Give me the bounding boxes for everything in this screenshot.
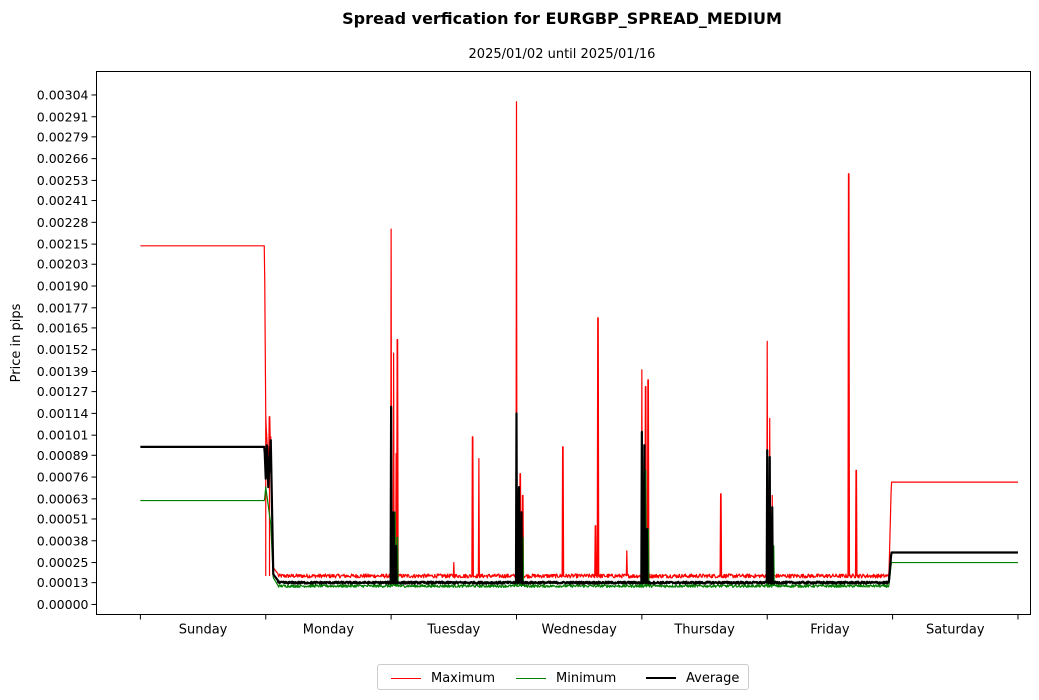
chart-title: Spread verfication for EURGBP_SPREAD_MED… xyxy=(342,9,782,28)
y-tick-label: 0.00279 xyxy=(37,129,89,144)
y-tick-label: 0.00101 xyxy=(37,428,89,443)
y-tick-label: 0.00228 xyxy=(37,215,89,230)
y-tick-label: 0.00190 xyxy=(37,279,89,294)
legend: Maximum Minimum Average xyxy=(377,664,749,690)
y-axis: 0.00000 0.00013 0.00025 0.00038 0.00051 0.000… xyxy=(37,87,97,612)
y-tick-label: 0.00063 xyxy=(37,491,89,506)
y-tick-label: 0.00165 xyxy=(37,320,89,335)
y-tick-label: 0.00025 xyxy=(37,555,89,570)
legend-swatch-maximum xyxy=(391,677,421,679)
y-tick-label: 0.00241 xyxy=(37,193,89,208)
series-line-average xyxy=(139,405,1019,585)
legend-item-average: Average xyxy=(646,669,739,687)
legend-swatch-average xyxy=(646,677,676,679)
series-layer xyxy=(139,101,1019,588)
legend-item-maximum: Maximum xyxy=(391,669,495,687)
x-tick-label: Tuesday xyxy=(426,623,480,638)
x-tick-label: Monday xyxy=(303,623,355,638)
legend-item-minimum: Minimum xyxy=(516,669,616,687)
y-tick-label: 0.00038 xyxy=(37,533,89,548)
y-tick-label: 0.00000 xyxy=(37,597,89,612)
y-tick-label: 0.00114 xyxy=(37,406,89,421)
y-tick-label: 0.00089 xyxy=(37,448,89,463)
legend-label-maximum: Maximum xyxy=(431,670,496,686)
legend-swatch-minimum xyxy=(516,677,546,679)
x-tick-label: Thursday xyxy=(673,623,735,638)
y-tick-label: 0.00152 xyxy=(37,342,89,357)
y-tick-label: 0.00215 xyxy=(37,237,89,252)
y-tick-label: 0.00203 xyxy=(37,257,89,272)
y-tick-label: 0.00076 xyxy=(37,470,89,485)
y-tick-label: 0.00051 xyxy=(37,511,89,526)
y-axis-label: Price in pips xyxy=(9,303,24,382)
y-tick-label: 0.00304 xyxy=(37,87,89,102)
y-tick-label: 0.00253 xyxy=(37,173,89,188)
y-tick-label: 0.00013 xyxy=(37,575,89,590)
y-tick-label: 0.00177 xyxy=(37,300,89,315)
y-tick-label: 0.00291 xyxy=(37,109,89,124)
y-tick-label: 0.00139 xyxy=(37,364,89,379)
y-tick-label: 0.00127 xyxy=(37,384,89,399)
x-tick-label: Sunday xyxy=(179,623,228,638)
legend-label-minimum: Minimum xyxy=(556,670,617,686)
legend-label-average: Average xyxy=(686,670,740,686)
chart-subtitle: 2025/01/02 until 2025/01/16 xyxy=(469,47,656,62)
x-tick-label: Wednesday xyxy=(542,623,618,638)
x-tick-label: Saturday xyxy=(926,623,985,638)
x-tick-label: Friday xyxy=(810,623,850,638)
x-axis: Sunday Monday Tuesday Wednesday Thursday Frid… xyxy=(139,614,1019,638)
plot-area xyxy=(96,71,1031,615)
y-tick-label: 0.00266 xyxy=(37,151,89,166)
